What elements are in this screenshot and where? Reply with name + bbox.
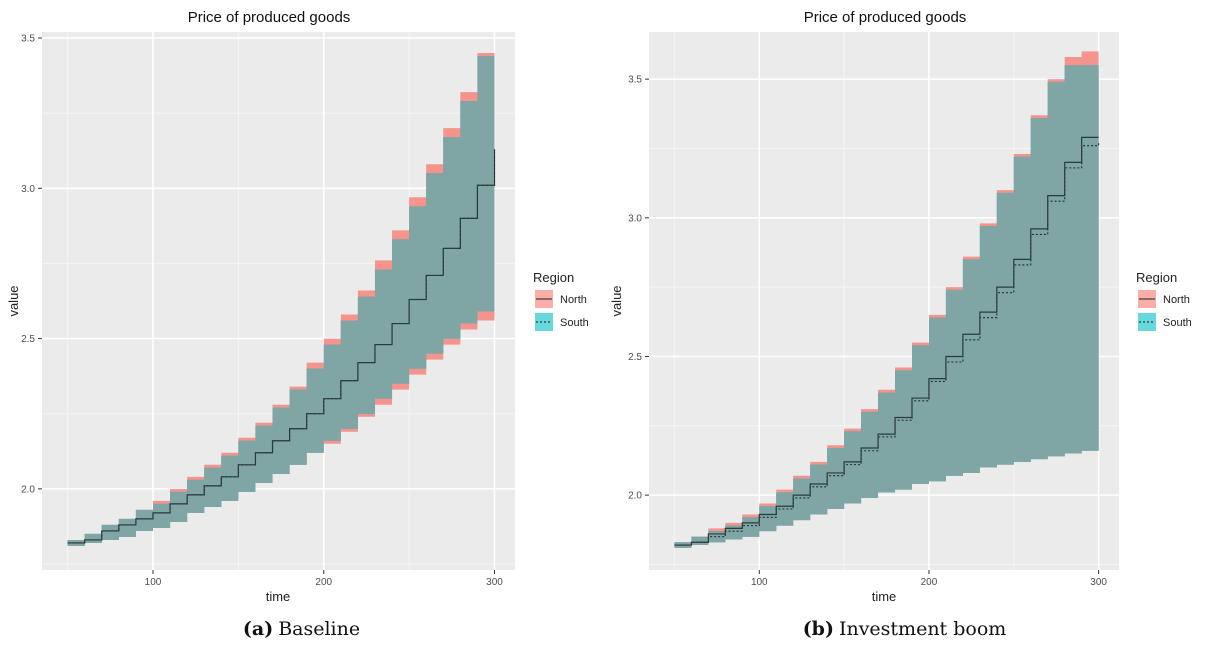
- x-tick-label: 300: [486, 577, 503, 588]
- x-tick-labels: 100 200 300: [145, 570, 503, 588]
- chart-svg-b: Price of produced goods 2.0 2.5 3.0 3.5 100…: [609, 9, 1192, 604]
- chart-title: Price of produced goods: [804, 9, 967, 26]
- y-tick-label: 2.0: [21, 484, 35, 495]
- y-tick-label: 3.5: [628, 75, 642, 86]
- x-tick-label: 200: [921, 577, 938, 588]
- band-layer: [674, 51, 1099, 548]
- chart-title: Price of produced goods: [188, 9, 351, 26]
- y-tick-label: 3.0: [21, 184, 35, 195]
- x-tick-label: 100: [751, 577, 768, 588]
- y-tick-label: 3.5: [21, 34, 35, 45]
- legend-label-south: South: [1163, 317, 1192, 329]
- chart-panel-b: Price of produced goods 2.0 2.5 3.0 3.5 100…: [603, 0, 1206, 657]
- y-tick-label: 2.5: [21, 334, 35, 345]
- x-axis-label: time: [872, 589, 897, 604]
- y-tick-label: 2.0: [628, 491, 642, 502]
- caption-text: Baseline: [278, 618, 361, 640]
- y-tick-labels: 2.0 2.5 3.0 3.5: [628, 75, 649, 502]
- legend: Region North South: [533, 270, 589, 331]
- band-overlap: [674, 65, 1099, 548]
- legend-label-north: North: [1163, 294, 1190, 306]
- chart-svg-a: Price of produced goods 2.0 2.5 3.0 3.5 100…: [6, 9, 589, 604]
- series-line-north: [67, 149, 496, 544]
- caption-a: (a) Baseline: [0, 618, 603, 640]
- y-tick-label: 3.0: [628, 213, 642, 224]
- x-tick-label: 100: [145, 577, 162, 588]
- y-axis-label: value: [6, 285, 21, 316]
- caption-tag: (a): [242, 618, 274, 640]
- y-tick-label: 2.5: [628, 352, 642, 363]
- y-axis-label: value: [609, 285, 624, 316]
- x-tick-label: 300: [1090, 577, 1107, 588]
- legend-label-south: South: [560, 317, 589, 329]
- line-layer: [67, 149, 496, 544]
- chart-panel-a: Price of produced goods 2.0 2.5 3.0 3.5 100…: [0, 0, 603, 657]
- caption-tag: (b): [802, 618, 834, 640]
- caption-text: Investment boom: [838, 618, 1007, 640]
- band-overlap: [67, 50, 495, 546]
- band-layer: [67, 50, 495, 546]
- legend-label-north: North: [560, 294, 587, 306]
- x-tick-label: 200: [315, 577, 332, 588]
- legend-title: Region: [533, 270, 574, 285]
- series-line-north: [674, 136, 1099, 546]
- legend: Region North South: [1136, 270, 1192, 331]
- y-tick-labels: 2.0 2.5 3.0 3.5: [21, 34, 42, 495]
- x-axis-label: time: [266, 589, 291, 604]
- caption-b: (b) Investment boom: [603, 618, 1206, 640]
- x-tick-labels: 100 200 300: [751, 570, 1107, 588]
- line-layer: [674, 136, 1100, 546]
- legend-title: Region: [1136, 270, 1177, 285]
